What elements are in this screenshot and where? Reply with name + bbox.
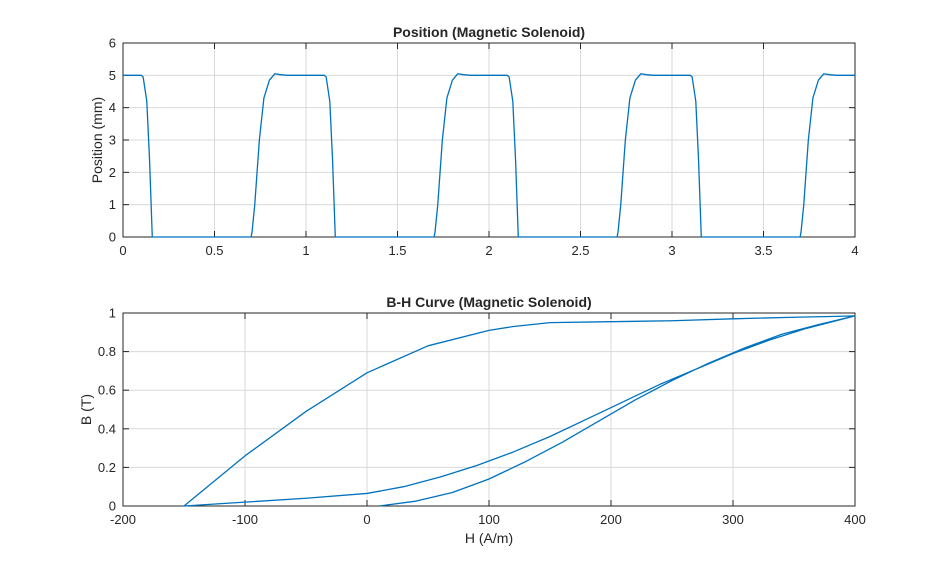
x-tick-label: -100 — [232, 512, 258, 527]
y-tick-label: 0.6 — [98, 383, 116, 398]
y-axis-label: B (T) — [78, 394, 94, 425]
x-tick-label: 100 — [478, 512, 500, 527]
y-tick-label: 6 — [109, 36, 116, 51]
axes-frame — [122, 312, 856, 507]
y-tick-label: 1 — [109, 197, 116, 212]
bh-curve-plot: -200 -100 0 100 200 300 400 0 0.2 0.4 0.6 0.8 1 B-H C… — [78, 294, 866, 546]
position-plot: 0 0.5 1 1.5 2 2.5 3 3.5 4 0 1 2 3 4 5 6 Position (Magnet… — [89, 24, 859, 258]
x-tick-label: 300 — [722, 512, 744, 527]
x-axis-label: H (A/m) — [465, 530, 513, 546]
y-tick-label: 0.2 — [98, 460, 116, 475]
chart-title: Position (Magnetic Solenoid) — [393, 24, 585, 40]
y-tick-label: 4 — [109, 100, 116, 115]
x-tick-label: 0 — [119, 243, 126, 258]
y-tick-label: 1 — [109, 306, 116, 321]
x-tick-label: 2 — [485, 243, 492, 258]
x-tick-label: 1.5 — [388, 243, 406, 258]
x-tick-label: 400 — [844, 512, 866, 527]
axes-frame — [122, 42, 856, 238]
y-axis-label: Position (mm) — [89, 97, 105, 183]
x-tick-label: 3.5 — [754, 243, 772, 258]
series-line — [123, 73, 855, 238]
x-tick-label: 0.5 — [205, 243, 223, 258]
x-tick-label: 2.5 — [571, 243, 589, 258]
chart-title: B-H Curve (Magnetic Solenoid) — [386, 294, 591, 310]
x-tick-label: -200 — [110, 512, 136, 527]
x-tick-label: 3 — [668, 243, 675, 258]
y-tick-label: 0 — [109, 230, 116, 245]
y-tick-label: 0.8 — [98, 344, 116, 359]
x-tick-label: 0 — [363, 512, 370, 527]
x-tick-label: 1 — [302, 243, 309, 258]
y-tick-label: 0 — [109, 499, 116, 514]
y-tick-label: 0.4 — [98, 421, 116, 436]
y-tick-label: 3 — [109, 133, 116, 148]
y-tick-label: 2 — [109, 165, 116, 180]
x-tick-label: 4 — [851, 243, 858, 258]
y-tick-label: 5 — [109, 68, 116, 83]
x-tick-label: 200 — [600, 512, 622, 527]
series-line — [183, 315, 856, 507]
